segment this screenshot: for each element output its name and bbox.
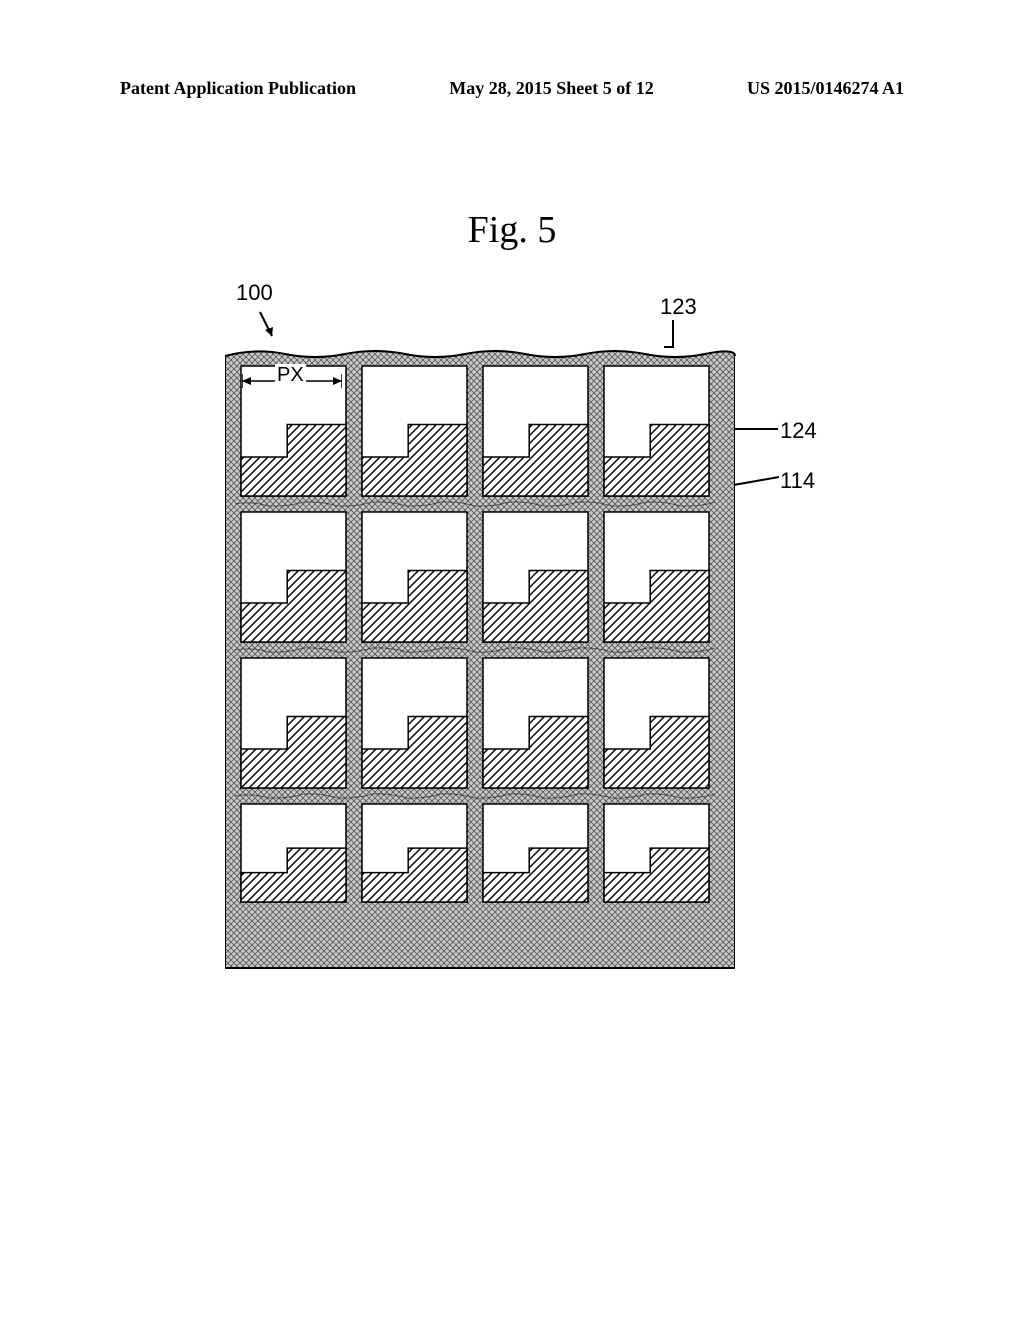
ref-124: 124 (780, 418, 817, 444)
pixel-grid-figure (225, 348, 745, 976)
header-center: May 28, 2015 Sheet 5 of 12 (449, 78, 653, 99)
figure-title: Fig. 5 (0, 208, 1024, 252)
ref-114: 114 (780, 468, 815, 494)
px-label: PX (275, 364, 306, 387)
ref-100: 100 (236, 280, 273, 306)
page-header: Patent Application Publication May 28, 2… (120, 78, 904, 99)
ref-123: 123 (660, 294, 697, 320)
diagram: 100 123 124 114 PX (200, 296, 900, 996)
header-right: US 2015/0146274 A1 (747, 78, 904, 99)
leader-123 (672, 320, 674, 348)
header-left: Patent Application Publication (120, 78, 356, 99)
leader-100-arrow (256, 308, 280, 344)
